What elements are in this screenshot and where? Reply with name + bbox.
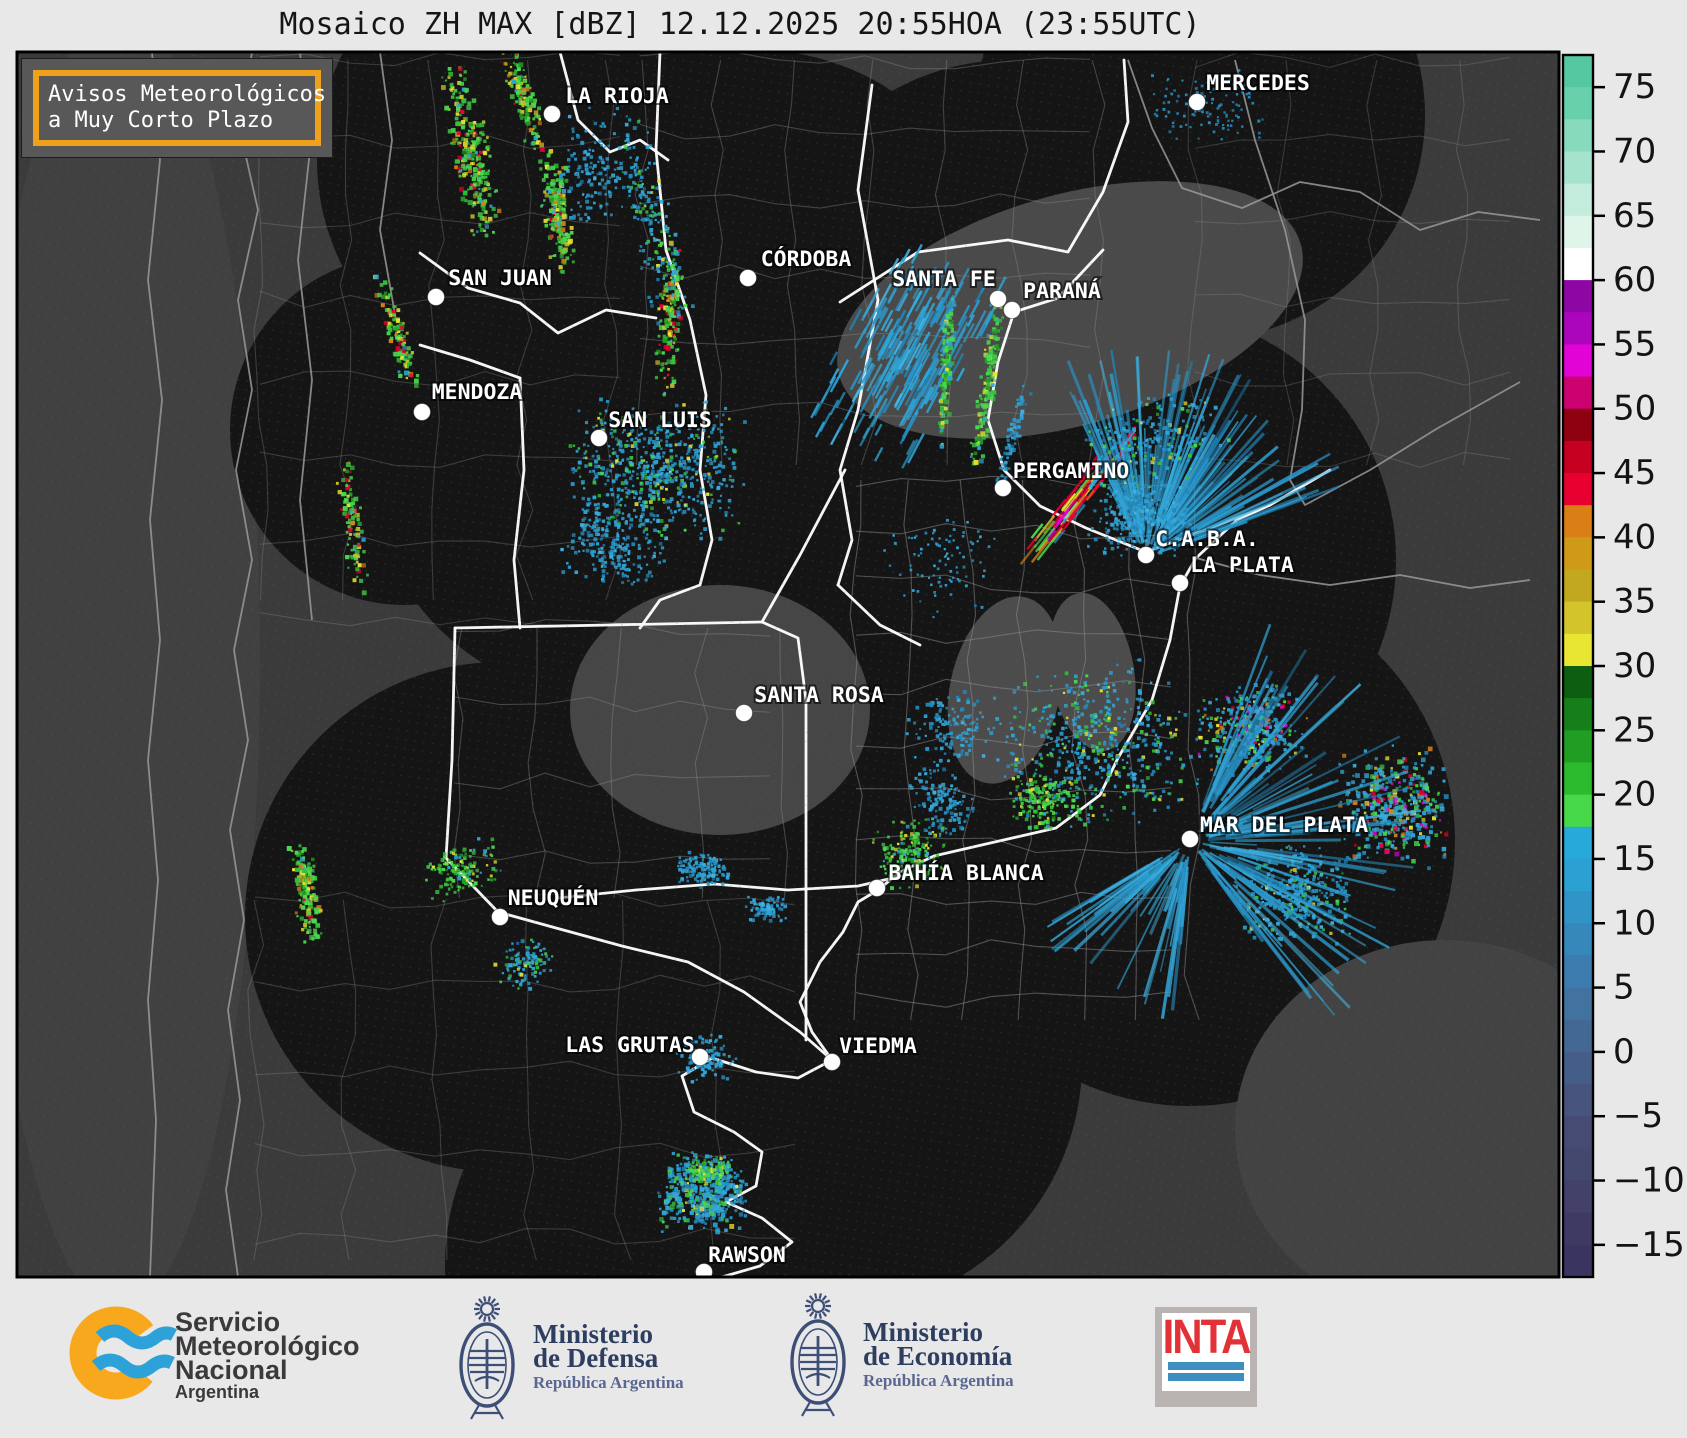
economia-line-1: Ministerio xyxy=(863,1317,983,1347)
city-dot xyxy=(989,290,1007,308)
city-label: MERCEDES xyxy=(1206,71,1310,96)
colorbar-tick-label: 20 xyxy=(1613,775,1656,815)
city-labels: LA RIOJA MERCEDES SAN JUAN CÓRDOBA SANTA FE P… xyxy=(430,69,1370,1270)
colorbar-tick-label: 65 xyxy=(1613,196,1656,236)
inta-bar-2 xyxy=(1168,1373,1244,1381)
city-dot xyxy=(427,288,445,306)
city-label: BAHÍA BLANCA xyxy=(888,860,1043,886)
city-dot xyxy=(1137,546,1155,564)
economia-line-2: de Economía xyxy=(863,1341,1013,1371)
smn-wordmark: Servicio Meteorológico Nacional Argentin… xyxy=(175,1307,360,1403)
city-label: RAWSON xyxy=(708,1243,786,1268)
city-label: PERGAMINO xyxy=(1013,459,1130,484)
city-label: LA PLATA xyxy=(1190,553,1294,578)
map-frame xyxy=(15,50,1561,1279)
colorbar-tick-label: 45 xyxy=(1613,453,1656,493)
smn-line-4: Argentina xyxy=(175,1382,260,1402)
smn-line-1: Servicio xyxy=(175,1307,281,1337)
inta-logo-inner: INTA xyxy=(1162,1309,1252,1391)
smn-line-3: Nacional xyxy=(175,1355,288,1385)
colorbar-tick-label: 30 xyxy=(1613,646,1656,686)
colorbar-tick-label: 50 xyxy=(1613,389,1656,429)
colorbar-tick-label: 60 xyxy=(1613,260,1656,300)
city-label: MENDOZA xyxy=(432,380,523,405)
city-dot xyxy=(739,269,757,287)
city-dot xyxy=(491,908,509,926)
colorbar-tick-label: 40 xyxy=(1613,517,1656,557)
city-label: C.A.B.A. xyxy=(1155,527,1259,552)
city-dot xyxy=(868,879,886,897)
colorbar-tick-label: 55 xyxy=(1613,324,1656,364)
colorbar-tick-label: 0 xyxy=(1613,1032,1635,1072)
colorbar-tick-label: 15 xyxy=(1613,839,1656,879)
defensa-line-2: de Defensa xyxy=(533,1343,659,1373)
city-dot xyxy=(1181,830,1199,848)
warning-box: Avisos Meteorológicos a Muy Corto Plazo xyxy=(21,58,333,158)
colorbar-tick-label: 10 xyxy=(1613,903,1656,943)
colorbar-tick-label: 5 xyxy=(1613,968,1635,1008)
inta-bar-1 xyxy=(1168,1362,1244,1370)
city-dot xyxy=(1188,93,1206,111)
defensa-line-1: Ministerio xyxy=(533,1319,653,1349)
colorbar-tick-label: −10 xyxy=(1613,1161,1685,1201)
colorbar-tick-label: 25 xyxy=(1613,710,1656,750)
city-dot xyxy=(413,403,431,421)
city-dot xyxy=(543,105,561,123)
radar-echoes xyxy=(286,52,1449,1235)
city-label: SAN LUIS xyxy=(608,408,712,433)
warning-line-2: a Muy Corto Plazo xyxy=(48,108,274,133)
colorbar-tick-label: 70 xyxy=(1613,131,1656,171)
footer-logos xyxy=(69,1291,846,1421)
warning-line-1: Avisos Meteorológicos xyxy=(48,82,327,107)
smn-line-2: Meteorológico xyxy=(175,1331,360,1361)
city-dot xyxy=(1003,301,1021,319)
warning-box-inner: Avisos Meteorológicos a Muy Corto Plazo xyxy=(33,70,327,146)
smn-logo-icon xyxy=(69,1306,178,1400)
ministerio-economia-wordmark: Ministerio de Economía República Argenti… xyxy=(863,1317,1014,1391)
map-title: Mosaico ZH MAX [dBZ] 12.12.2025 20:55HOA… xyxy=(279,7,1201,42)
city-label: SANTA ROSA xyxy=(754,683,883,708)
colorbar-tick-label: 75 xyxy=(1613,67,1656,107)
city-label: SAN JUAN xyxy=(448,266,552,291)
colorbar-tick-label: −15 xyxy=(1613,1225,1685,1265)
city-label: MAR DEL PLATA xyxy=(1200,813,1368,838)
city-dot xyxy=(695,1263,713,1277)
city-dot xyxy=(1171,574,1189,592)
colorbar-tick-label: −5 xyxy=(1613,1096,1663,1136)
inta-wordmark: INTA xyxy=(1162,1309,1252,1364)
city-label: SANTA FE xyxy=(892,267,996,292)
city-markers xyxy=(413,93,1206,1277)
city-dot xyxy=(823,1053,841,1071)
colorbar-tick-label: 35 xyxy=(1613,582,1656,622)
city-dot xyxy=(590,429,608,447)
city-label: NEUQUÉN xyxy=(508,885,599,911)
defensa-line-3: República Argentina xyxy=(533,1373,684,1392)
city-label: CÓRDOBA xyxy=(761,246,852,272)
economia-line-3: República Argentina xyxy=(863,1371,1014,1390)
city-label: VIEDMA xyxy=(839,1034,917,1059)
inta-logo: INTA xyxy=(1155,1307,1257,1407)
city-label: PARANÁ xyxy=(1023,278,1101,304)
city-dot xyxy=(735,704,753,722)
city-label: LA RIOJA xyxy=(565,84,669,109)
city-label: LAS GRUTAS xyxy=(565,1033,694,1058)
ministerio-defensa-wordmark: Ministerio de Defensa República Argentin… xyxy=(533,1319,684,1393)
city-dot xyxy=(691,1048,709,1066)
city-dot xyxy=(994,479,1012,497)
